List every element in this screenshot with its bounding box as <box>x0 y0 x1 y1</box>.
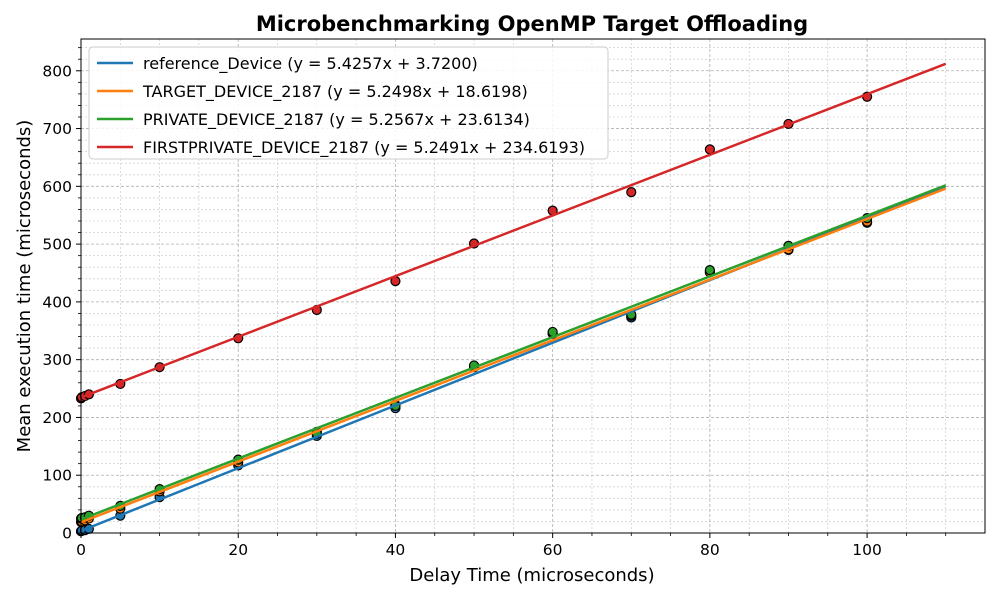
data-point <box>704 265 715 276</box>
y-tick-label: 100 <box>42 467 72 485</box>
x-tick-label: 40 <box>386 541 406 559</box>
y-tick-label: 700 <box>42 120 72 138</box>
y-tick-label: 200 <box>42 409 72 427</box>
legend: reference_Device (y = 5.4257x + 3.7200) T… <box>88 46 609 160</box>
y-axis-label: Mean execution time (microseconds) <box>14 120 35 453</box>
y-tick-label: 0 <box>62 525 72 543</box>
plot-frame <box>80 38 986 534</box>
x-tick-label: 20 <box>228 541 248 559</box>
y-tick-label: 300 <box>42 351 72 369</box>
legend-label: reference_Device (y = 5.4257x + 3.7200) <box>143 54 478 74</box>
y-tick-label: 800 <box>42 62 72 80</box>
x-tick-label: 80 <box>700 541 720 559</box>
fit-line <box>80 62 947 399</box>
data-point <box>626 187 637 198</box>
y-tick-label: 500 <box>42 236 72 254</box>
y-tick-label: 600 <box>42 178 72 196</box>
chart-title: Microbenchmarking OpenMP Target Offloadi… <box>256 12 808 36</box>
x-tick-label: 60 <box>543 541 563 559</box>
x-tick-label: 100 <box>852 541 882 559</box>
x-tick-label: 0 <box>76 541 86 559</box>
fit-line <box>80 184 947 521</box>
y-tick-label: 400 <box>42 293 72 311</box>
legend-label: TARGET_DEVICE_2187 (y = 5.2498x + 18.619… <box>142 82 528 102</box>
fit-line <box>80 187 947 524</box>
legend-label: FIRSTPRIVATE_DEVICE_2187 (y = 5.2491x + … <box>143 138 585 158</box>
legend-box <box>88 46 609 160</box>
x-axis-label: Delay Time (microseconds) <box>409 565 654 586</box>
legend-label: PRIVATE_DEVICE_2187 (y = 5.2567x + 23.61… <box>143 110 530 130</box>
